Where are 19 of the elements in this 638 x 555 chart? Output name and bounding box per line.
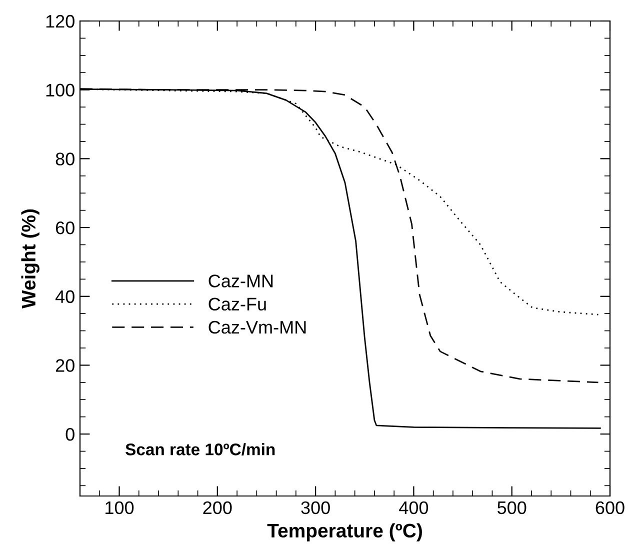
legend-label: Caz-Vm-MN <box>208 320 306 334</box>
y-tick-label: 100 <box>46 84 74 97</box>
y-tick-label: 80 <box>56 152 74 166</box>
x-tick-label: 300 <box>301 501 330 514</box>
y-axis-title: Weight (%) <box>21 209 40 309</box>
x-axis-title: Temperature (ºC) <box>267 523 422 542</box>
legend-label: Caz-MN <box>208 274 273 288</box>
x-tick-label: 200 <box>203 501 232 514</box>
x-tick-label: 500 <box>498 501 526 514</box>
x-tick-label: 600 <box>596 501 624 514</box>
y-tick-label: 40 <box>55 290 74 304</box>
y-tick-label: 60 <box>56 221 74 234</box>
y-tick-label: 20 <box>56 359 74 372</box>
y-tick-label: 120 <box>46 14 74 28</box>
annotation: Scan rate 10ºC/min <box>126 443 275 456</box>
x-tick-label: 400 <box>399 501 428 514</box>
legend-label: Caz-Fu <box>208 298 266 311</box>
x-tick-label: 100 <box>106 501 134 514</box>
y-tick-label: 0 <box>66 428 74 441</box>
